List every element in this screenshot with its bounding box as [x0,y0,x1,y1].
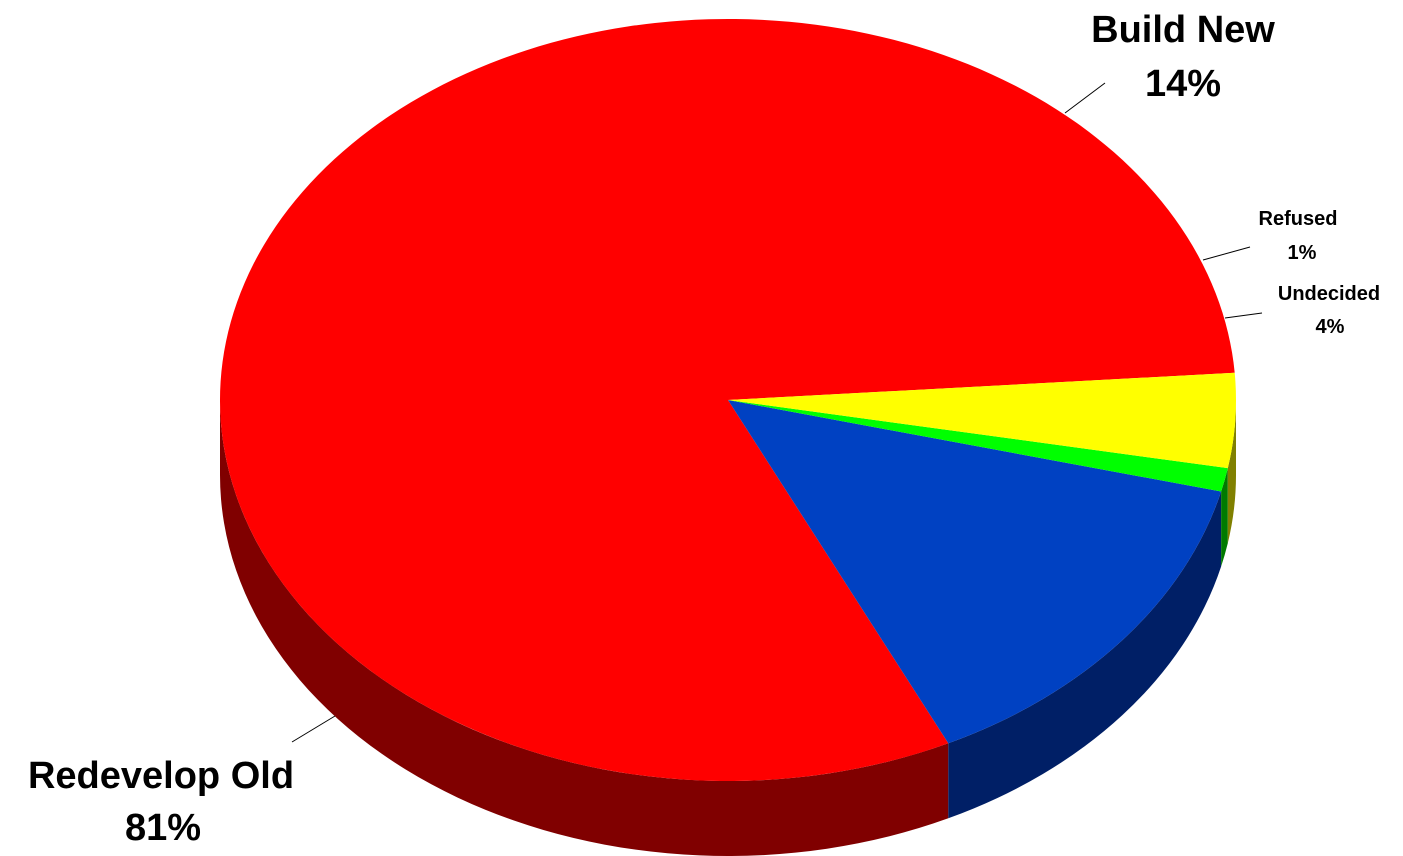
label-undecided-value: 4% [1316,316,1345,338]
label-redevelop-old-value: 81% [125,807,201,849]
leader-line-build-new [1064,82,1106,114]
data-labels: Build New 14% Refused 1% Undecided 4% Re… [28,9,1380,849]
pie-slice-build-new [728,400,1222,744]
label-refused-name: Refused [1259,208,1338,230]
pie-slice-undecided [728,372,1236,469]
label-undecided-name: Undecided [1278,283,1380,305]
pie-top [220,18,1236,781]
label-build-new-name: Build New [1091,9,1275,51]
label-redevelop-old-name: Redevelop Old [28,755,294,797]
leader-line-redevelop-old [291,715,336,743]
pie-slice-refused [728,400,1228,492]
label-refused-value: 1% [1288,242,1317,264]
leader-lines [291,82,1263,743]
pie-side-build-new [948,491,1222,819]
pie-slice-redevelop-old [220,18,1235,781]
label-build-new-value: 14% [1145,63,1221,105]
pie-side-undecided [1227,400,1236,544]
leader-line-undecided [1224,312,1263,319]
pie-sides [220,400,1236,856]
leader-line-refused [1202,246,1251,261]
pie-side-refused [1221,468,1228,567]
pie-side-redevelop-old [220,400,949,856]
